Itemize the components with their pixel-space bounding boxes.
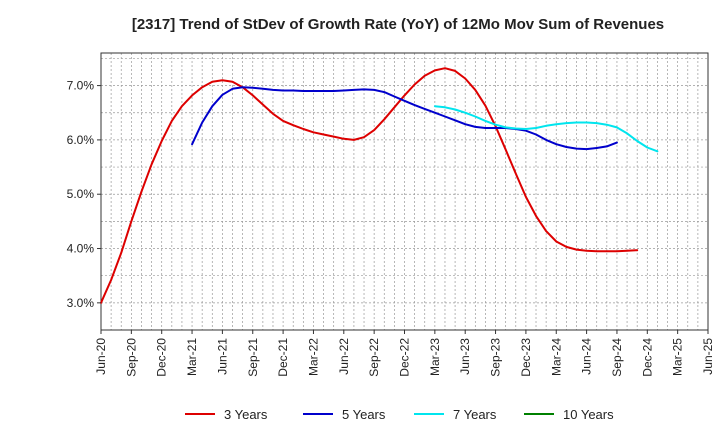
x-tick-label: Jun-22 <box>337 338 351 375</box>
legend-label: 7 Years <box>453 407 497 422</box>
x-tick-label: Sep-22 <box>367 338 381 377</box>
legend[interactable]: 3 Years 5 Years 7 Years 10 Years <box>185 407 614 422</box>
legend-label: 3 Years <box>224 407 268 422</box>
y-tick-label: 3.0% <box>67 296 95 310</box>
x-tick-label: Dec-20 <box>155 338 169 377</box>
grid <box>101 53 708 330</box>
x-tick-label: Sep-24 <box>610 338 624 377</box>
legend-item-10-years[interactable]: 10 Years <box>524 407 614 422</box>
x-tick-label: Mar-22 <box>306 338 320 376</box>
x-tick-label: Mar-25 <box>671 338 685 376</box>
legend-item-7-years[interactable]: 7 Years <box>414 407 497 422</box>
x-tick-label: Mar-23 <box>428 338 442 376</box>
y-tick-label: 5.0% <box>67 187 95 201</box>
x-tick-label: Jun-23 <box>458 338 472 375</box>
x-tick-label: Dec-22 <box>398 338 412 377</box>
x-tick-label: Dec-21 <box>276 338 290 377</box>
legend-item-5-years[interactable]: 5 Years <box>303 407 386 422</box>
x-tick-label: Sep-23 <box>489 338 503 377</box>
x-tick-label: Sep-21 <box>246 338 260 377</box>
series-line-7-years <box>433 105 659 153</box>
x-tick-label: Dec-23 <box>519 338 533 377</box>
series-lines <box>100 67 659 304</box>
x-tick-label: Jun-25 <box>701 338 715 375</box>
chart-title: [2317] Trend of StDev of Growth Rate (Yo… <box>132 16 664 33</box>
y-tick-label: 7.0% <box>67 79 95 93</box>
y-tick-label: 6.0% <box>67 133 95 147</box>
x-tick-label: Sep-20 <box>124 338 138 377</box>
y-tick-label: 4.0% <box>67 242 95 256</box>
x-tick-label: Jun-24 <box>580 338 594 375</box>
legend-label: 5 Years <box>342 407 386 422</box>
x-tick-label: Jun-20 <box>94 338 108 375</box>
x-tick-label: Dec-24 <box>640 338 654 377</box>
series-line-5-years <box>191 86 618 151</box>
x-tick-label: Mar-21 <box>185 338 199 376</box>
x-tick-label: Mar-24 <box>549 338 563 376</box>
x-tick-label: Jun-21 <box>215 338 229 375</box>
legend-item-3-years[interactable]: 3 Years <box>185 407 268 422</box>
series-line-3-years <box>100 67 639 304</box>
x-axis-ticks: Jun-20 Sep-20 Dec-20 Mar-21 Jun-21 Sep-21 Dec-… <box>94 330 715 377</box>
y-axis-ticks: 3.0% 4.0% 5.0% 6.0% 7.0% <box>67 79 101 310</box>
legend-label: 10 Years <box>563 407 614 422</box>
